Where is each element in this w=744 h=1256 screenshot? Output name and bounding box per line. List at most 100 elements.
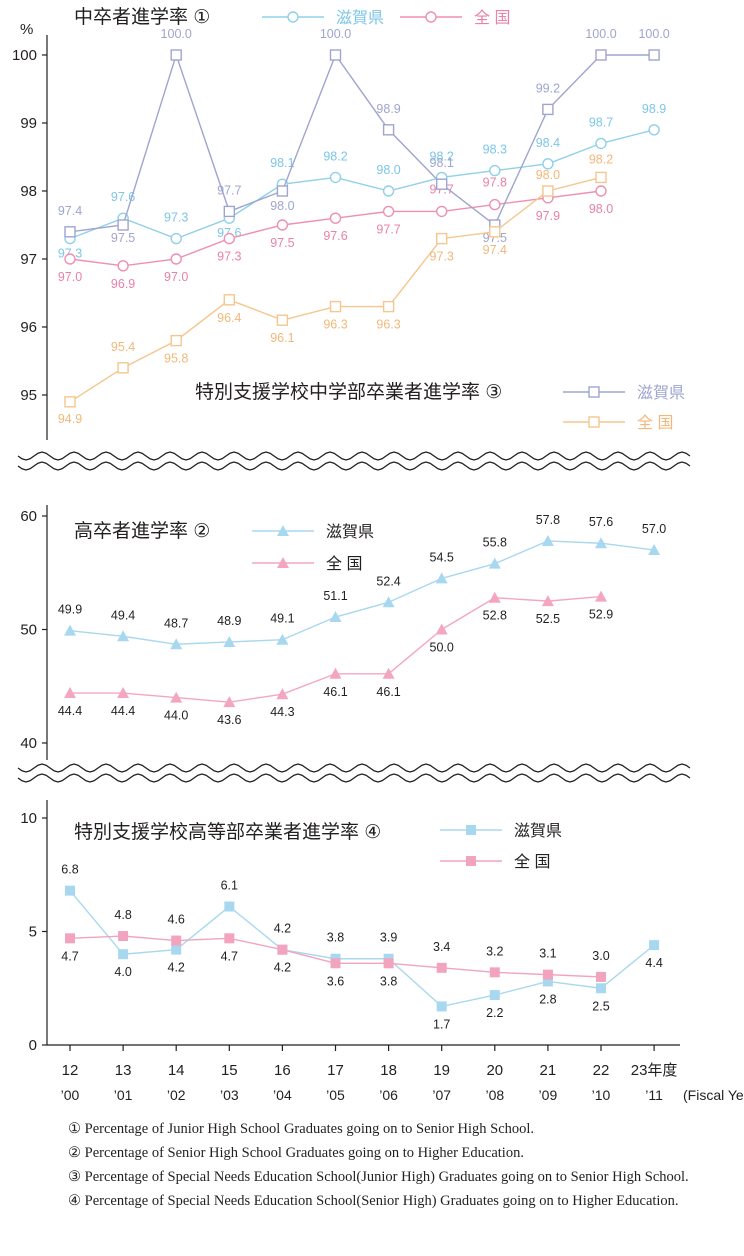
- x-tick-year: ’02: [167, 1087, 186, 1103]
- data-label: 4.7: [61, 949, 78, 963]
- data-label: 49.1: [270, 612, 294, 626]
- data-point: [118, 931, 128, 941]
- data-point: [118, 261, 128, 271]
- data-label: 4.2: [274, 961, 291, 975]
- series-line: [70, 177, 601, 401]
- x-tick-label: 23年度: [631, 1062, 678, 1079]
- legend-marker: [589, 387, 599, 397]
- data-point: [596, 186, 606, 196]
- data-label: 97.5: [111, 231, 135, 245]
- data-point: [596, 972, 606, 982]
- data-label: 98.7: [589, 115, 613, 129]
- data-point: [65, 886, 75, 896]
- data-label: 49.4: [111, 608, 135, 622]
- data-label: 98.9: [376, 102, 400, 116]
- data-label: 44.4: [111, 704, 135, 718]
- data-label: 46.1: [323, 685, 347, 699]
- legend-marker: [466, 825, 476, 835]
- x-tick-label: 18: [380, 1062, 397, 1079]
- data-point: [277, 315, 287, 325]
- footnotes: ① Percentage of Junior High School Gradu…: [68, 1120, 708, 1216]
- series-line: [70, 55, 654, 232]
- data-point: [436, 624, 448, 635]
- data-point: [490, 990, 500, 1000]
- data-point: [64, 625, 76, 636]
- y-tick-label: 0: [29, 1037, 37, 1054]
- x-tick-year: ’00: [61, 1087, 80, 1103]
- data-label: 97.0: [58, 270, 82, 284]
- footnote-1: ① Percentage of Junior High School Gradu…: [68, 1120, 708, 1139]
- data-point: [171, 234, 181, 244]
- data-point: [384, 206, 394, 216]
- data-point: [596, 983, 606, 993]
- legend-shiga-special: 滋賀県: [563, 384, 685, 402]
- series-national_p4: 4.74.8 4.64.74.23.6 3.83.4 3.2 3.1 3.0: [61, 908, 609, 988]
- y-tick-label: 40: [20, 735, 37, 752]
- data-point: [171, 945, 181, 955]
- legend-shiga-p4: 滋賀県: [440, 822, 562, 840]
- data-label: 98.0: [376, 163, 400, 177]
- data-label: 54.5: [430, 550, 454, 564]
- chart-panel-1: 959697989910097.397.697.397.698.198.298.…: [12, 27, 670, 440]
- data-point: [384, 186, 394, 196]
- data-point: [224, 295, 234, 305]
- footnote-2: ② Percentage of Senior High School Gradu…: [68, 1144, 708, 1163]
- x-tick-year: ’07: [432, 1087, 451, 1103]
- data-label: 2.8: [539, 992, 556, 1006]
- data-label: 97.3: [430, 250, 454, 264]
- data-label: 98.9: [642, 102, 666, 116]
- data-label: 97.7: [376, 222, 400, 236]
- data-label: 51.1: [323, 589, 347, 603]
- data-point: [649, 125, 659, 135]
- data-point: [65, 933, 75, 943]
- x-tick-label: 12: [62, 1062, 79, 1079]
- title-2: 高卒者進学率 ②: [74, 520, 210, 542]
- legend-national-sr: 全 国: [252, 555, 362, 573]
- data-label: 97.4: [483, 243, 507, 257]
- data-point: [490, 200, 500, 210]
- legend-marker: [288, 12, 298, 22]
- data-point: [118, 220, 128, 230]
- data-label: 48.7: [164, 616, 188, 630]
- data-label: 52.8: [483, 609, 507, 623]
- data-point: [224, 234, 234, 244]
- data-label: 3.9: [380, 931, 397, 945]
- data-label: 49.9: [58, 603, 82, 617]
- y-unit-label: %: [20, 21, 33, 38]
- data-label: 96.4: [217, 311, 241, 325]
- data-label: 44.0: [164, 709, 188, 723]
- y-tick-label: 60: [20, 508, 37, 525]
- data-point: [224, 902, 234, 912]
- legend-marker: [466, 856, 476, 866]
- data-label: 98.2: [323, 149, 347, 163]
- data-label: 52.5: [536, 612, 560, 626]
- y-tick-label: 100: [12, 47, 37, 64]
- x-tick-label: 22: [593, 1062, 610, 1079]
- x-tick-year: ’03: [220, 1087, 239, 1103]
- data-label: 98.1: [430, 156, 454, 170]
- data-label: 97.8: [483, 176, 507, 190]
- data-label: 43.6: [217, 713, 241, 727]
- data-point: [224, 206, 234, 216]
- data-label: 96.3: [376, 318, 400, 332]
- data-point: [276, 688, 288, 699]
- data-label: 6.8: [61, 863, 78, 877]
- data-label: 3.4: [433, 940, 450, 954]
- data-point: [437, 963, 447, 973]
- data-point: [171, 254, 181, 264]
- data-point: [596, 138, 606, 148]
- data-label: 100.0: [161, 27, 192, 41]
- series-national_jr: 97.096.997.097.397.597.697.797.797.897.9…: [58, 176, 613, 291]
- data-label: 4.2: [274, 922, 291, 936]
- series-line: [70, 891, 654, 1007]
- x-tick-year: ’10: [592, 1087, 611, 1103]
- data-label: 4.7: [221, 949, 238, 963]
- y-tick-label: 99: [20, 115, 37, 132]
- data-point: [490, 967, 500, 977]
- data-label: 1.7: [433, 1017, 450, 1031]
- data-point: [649, 940, 659, 950]
- y-tick-label: 10: [20, 810, 37, 827]
- data-point: [331, 213, 341, 223]
- chart-panel-2: 40 50 60 49.9 49.4 48.7 48.9 49.1 51.1 52.4 54.5 55…: [20, 505, 666, 760]
